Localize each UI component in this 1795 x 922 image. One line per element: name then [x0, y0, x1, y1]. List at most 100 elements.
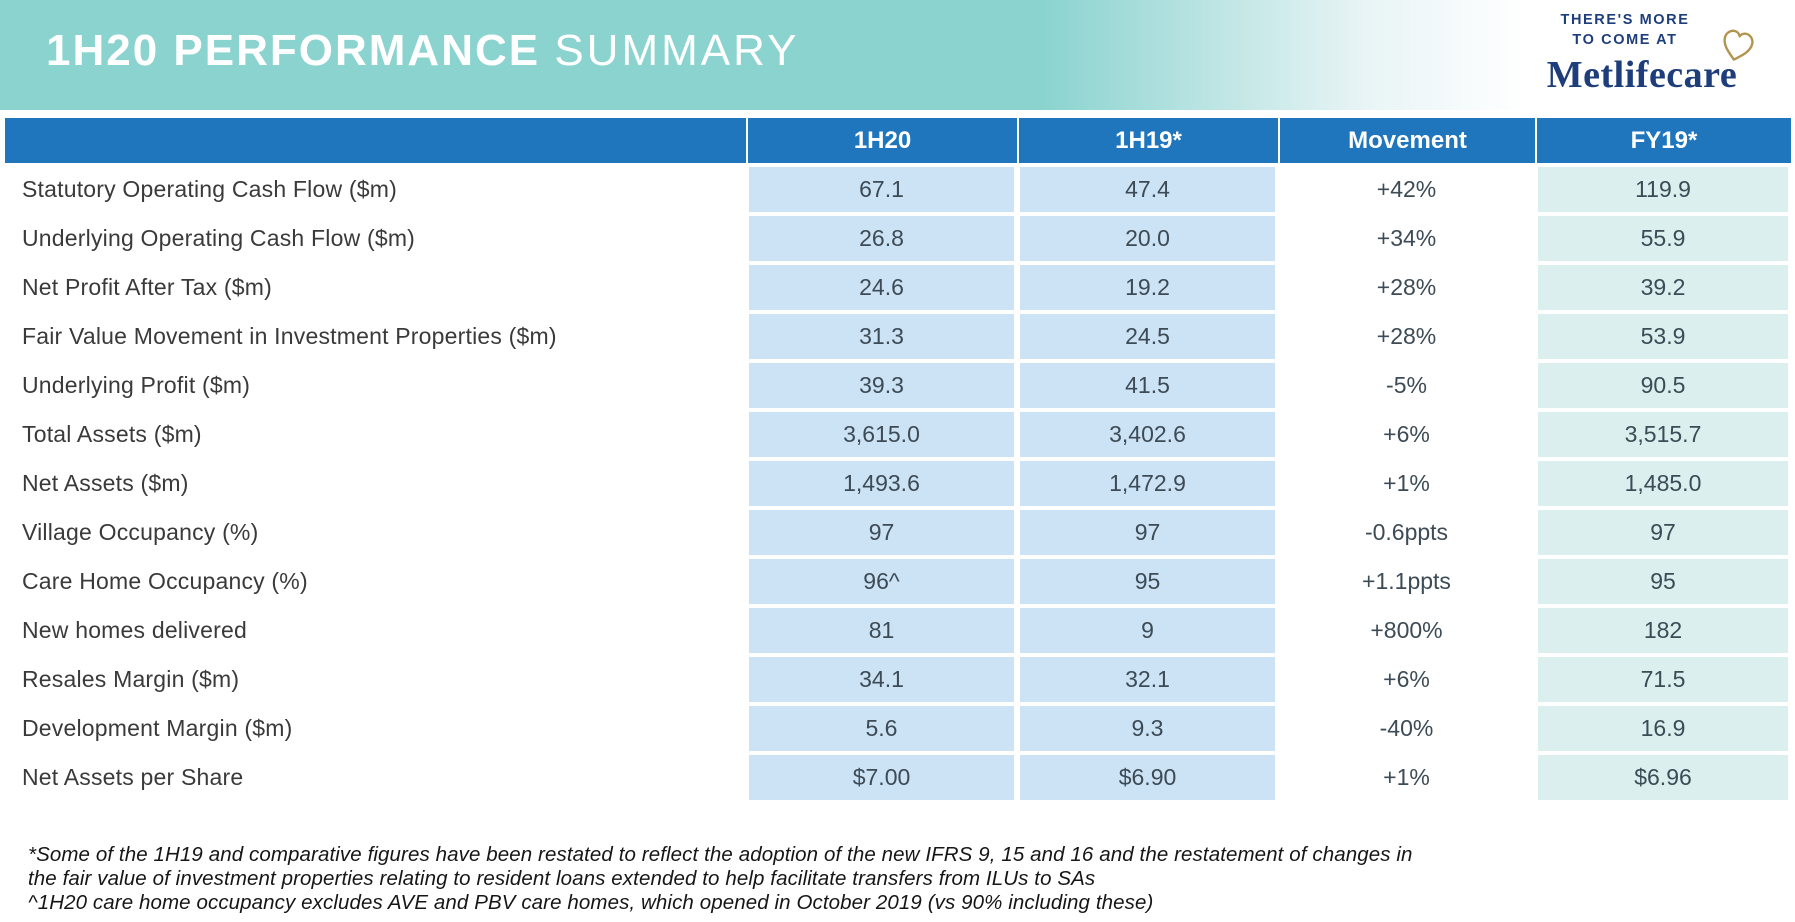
- cell-1h20: 26.8: [746, 216, 1017, 261]
- table-row: Fair Value Movement in Investment Proper…: [5, 314, 1791, 359]
- footnote-line-3: ^1H20 care home occupancy excludes AVE a…: [28, 891, 1154, 914]
- page-title: 1H20 PERFORMANCE SUMMARY: [46, 26, 799, 76]
- footnote-line-1: *Some of the 1H19 and comparative figure…: [28, 843, 1413, 866]
- cell-1h20: $7.00: [746, 755, 1017, 800]
- cell-1h20: 97: [746, 510, 1017, 555]
- cell-fy19: 71.5: [1535, 657, 1791, 702]
- logo-tagline-line2: TO COME AT: [1572, 32, 1678, 49]
- table-header-row: 1H20 1H19* Movement FY19*: [5, 118, 1791, 163]
- row-label: Underlying Profit ($m): [22, 372, 251, 398]
- cell-fy19: $6.96: [1535, 755, 1791, 800]
- cell-1h19: 41.5: [1017, 363, 1278, 408]
- cell-movement: +6%: [1383, 421, 1430, 447]
- title-banner: 1H20 PERFORMANCE SUMMARY: [0, 0, 1795, 110]
- cell-1h20: 96^: [746, 559, 1017, 604]
- cell-1h19: 1,472.9: [1017, 461, 1278, 506]
- cell-movement: -40%: [1379, 715, 1434, 741]
- cell-1h19: 24.5: [1017, 314, 1278, 359]
- table-row: Underlying Profit ($m) 39.3 41.5 -5% 90.…: [5, 363, 1791, 408]
- row-label: Total Assets ($m): [22, 421, 202, 447]
- cell-1h19: $6.90: [1017, 755, 1278, 800]
- table-row: Village Occupancy (%) 97 97 -0.6ppts 97: [5, 510, 1791, 555]
- table-row: Care Home Occupancy (%) 96^ 95 +1.1ppts …: [5, 559, 1791, 604]
- header-1h20: 1H20: [746, 118, 1017, 163]
- row-label: Net Assets per Share: [22, 764, 244, 790]
- cell-movement: +34%: [1376, 225, 1437, 251]
- cell-1h20: 39.3: [746, 363, 1017, 408]
- cell-movement: +42%: [1376, 176, 1437, 202]
- cell-1h20: 81: [746, 608, 1017, 653]
- cell-movement: +28%: [1376, 274, 1437, 300]
- row-label: Care Home Occupancy (%): [22, 568, 308, 594]
- row-label: Resales Margin ($m): [22, 666, 240, 692]
- cell-fy19: 16.9: [1535, 706, 1791, 751]
- cell-1h19: 20.0: [1017, 216, 1278, 261]
- cell-movement: +1.1ppts: [1362, 568, 1451, 594]
- cell-1h20: 1,493.6: [746, 461, 1017, 506]
- cell-fy19: 39.2: [1535, 265, 1791, 310]
- cell-fy19: 182: [1535, 608, 1791, 653]
- cell-1h19: 3,402.6: [1017, 412, 1278, 457]
- cell-1h20: 31.3: [746, 314, 1017, 359]
- cell-1h20: 67.1: [746, 167, 1017, 212]
- cell-movement: +1%: [1383, 764, 1430, 790]
- cell-1h20: 3,615.0: [746, 412, 1017, 457]
- cell-movement: +6%: [1383, 666, 1430, 692]
- cell-movement: -0.6ppts: [1364, 519, 1449, 545]
- heart-icon: [1723, 29, 1754, 61]
- cell-1h19: 95: [1017, 559, 1278, 604]
- table-row: Statutory Operating Cash Flow ($m) 67.1 …: [5, 167, 1791, 212]
- row-label: Village Occupancy (%): [22, 519, 259, 545]
- row-label: Underlying Operating Cash Flow ($m): [22, 225, 416, 251]
- cell-1h20: 34.1: [746, 657, 1017, 702]
- cell-fy19: 95: [1535, 559, 1791, 604]
- table-row: Net Assets ($m) 1,493.6 1,472.9 +1% 1,48…: [5, 461, 1791, 506]
- row-label: Development Margin ($m): [22, 715, 293, 741]
- table-row: Resales Margin ($m) 34.1 32.1 +6% 71.5: [5, 657, 1791, 702]
- cell-1h20: 5.6: [746, 706, 1017, 751]
- logo-wordmark: Metlifecare: [1546, 53, 1738, 96]
- cell-movement: +800%: [1370, 617, 1443, 643]
- cell-1h19: 47.4: [1017, 167, 1278, 212]
- cell-fy19: 97: [1535, 510, 1791, 555]
- header-fy19: FY19*: [1535, 118, 1791, 163]
- table-row: Total Assets ($m) 3,615.0 3,402.6 +6% 3,…: [5, 412, 1791, 457]
- logo-tagline: THERE'S MORE TO COME AT: [1527, 10, 1757, 51]
- table-row: Net Profit After Tax ($m) 24.6 19.2 +28%…: [5, 265, 1791, 310]
- metlifecare-logo: THERE'S MORE TO COME AT Metlifecare: [1527, 10, 1757, 97]
- cell-movement: +1%: [1383, 470, 1430, 496]
- table-row: New homes delivered 81 9 +800% 182: [5, 608, 1791, 653]
- cell-fy19: 90.5: [1535, 363, 1791, 408]
- table-body: Statutory Operating Cash Flow ($m) 67.1 …: [5, 167, 1791, 800]
- header-blank: [5, 118, 746, 163]
- performance-table: 1H20 1H19* Movement FY19* Statutory Oper…: [5, 118, 1791, 804]
- cell-1h19: 97: [1017, 510, 1278, 555]
- cell-movement: +28%: [1376, 323, 1437, 349]
- footnote-line-2: the fair value of investment properties …: [28, 867, 1096, 890]
- page-title-bold: 1H20 PERFORMANCE: [46, 26, 541, 75]
- table-row: Underlying Operating Cash Flow ($m) 26.8…: [5, 216, 1791, 261]
- cell-fy19: 1,485.0: [1535, 461, 1791, 506]
- table-row: Net Assets per Share $7.00 $6.90 +1% $6.…: [5, 755, 1791, 800]
- row-label: New homes delivered: [22, 617, 247, 643]
- row-label: Net Assets ($m): [22, 470, 189, 496]
- cell-1h19: 9.3: [1017, 706, 1278, 751]
- header-movement: Movement: [1278, 118, 1535, 163]
- logo-tagline-line1: THERE'S MORE: [1560, 12, 1690, 28]
- cell-1h19: 19.2: [1017, 265, 1278, 310]
- cell-fy19: 3,515.7: [1535, 412, 1791, 457]
- cell-1h20: 24.6: [746, 265, 1017, 310]
- page-title-light: SUMMARY: [554, 26, 800, 75]
- cell-1h19: 9: [1017, 608, 1278, 653]
- cell-fy19: 53.9: [1535, 314, 1791, 359]
- cell-movement: -5%: [1386, 372, 1427, 398]
- row-label: Statutory Operating Cash Flow ($m): [22, 176, 397, 202]
- footnotes: *Some of the 1H19 and comparative figure…: [28, 843, 1413, 915]
- cell-fy19: 119.9: [1535, 167, 1791, 212]
- cell-1h19: 32.1: [1017, 657, 1278, 702]
- table-row: Development Margin ($m) 5.6 9.3 -40% 16.…: [5, 706, 1791, 751]
- row-label: Net Profit After Tax ($m): [22, 274, 272, 300]
- row-label: Fair Value Movement in Investment Proper…: [22, 323, 557, 349]
- cell-fy19: 55.9: [1535, 216, 1791, 261]
- header-1h19: 1H19*: [1017, 118, 1278, 163]
